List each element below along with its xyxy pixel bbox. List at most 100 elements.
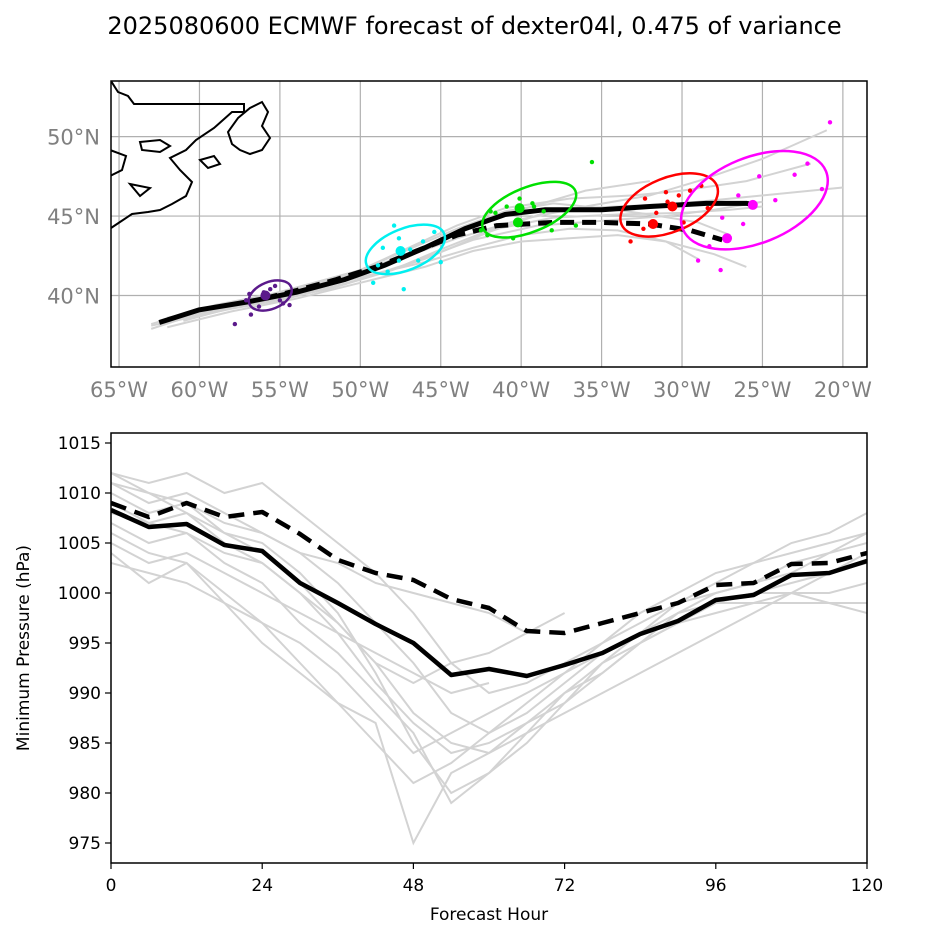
coastline-north-america	[111, 81, 245, 229]
member-position-dot	[549, 228, 554, 233]
member-position-dot	[401, 286, 406, 292]
member-position-dot	[663, 190, 669, 195]
y-tick-label: 1015	[58, 434, 101, 454]
member-position-dot	[517, 196, 522, 201]
ensemble-pressure-line	[111, 562, 867, 755]
member-position-dot	[375, 263, 381, 268]
member-position-dot	[773, 197, 778, 203]
map-x-tick-label: 35°W	[573, 378, 631, 402]
ensemble-pressure-line	[111, 542, 490, 695]
map-x-tick-label: 55°W	[251, 378, 309, 402]
member-position-dot	[256, 304, 262, 309]
member-position-dot	[407, 247, 413, 252]
uncertainty-ellipse	[619, 172, 720, 238]
member-position-dot	[531, 204, 537, 209]
member-position-dot	[681, 220, 686, 225]
x-axis-label: Forecast Hour	[430, 905, 548, 925]
member-position-dot	[792, 172, 797, 177]
figure-title: 2025080600 ECMWF forecast of dexter04l, …	[107, 12, 842, 40]
ensemble-pressure-line	[111, 502, 867, 755]
member-position-dot	[541, 209, 546, 214]
pressure-y-ticks: 975 980 985 990 995 1000 1005 1010 1015	[58, 434, 111, 854]
member-position-dot	[277, 298, 283, 303]
mean-position-marker	[667, 201, 678, 212]
member-position-dot	[827, 120, 833, 125]
mean-position-marker	[512, 217, 523, 228]
map-x-tick-label: 20°W	[814, 378, 872, 402]
x-tick-label: 48	[403, 876, 425, 896]
mean-position-marker	[722, 233, 733, 244]
member-position-dot	[248, 312, 254, 317]
y-tick-label: 990	[69, 684, 101, 704]
member-position-dot	[396, 236, 402, 241]
ensemble-pressure-line	[111, 482, 528, 634]
member-position-dot	[573, 223, 579, 228]
map-x-tick-label: 45°W	[412, 378, 470, 402]
mean-pressure-lines	[111, 500, 867, 679]
map-y-tick-label: 45°N	[47, 205, 100, 229]
x-tick-label: 24	[251, 876, 273, 896]
mean-position-marker	[648, 219, 659, 229]
member-position-dot	[504, 204, 509, 209]
map-x-tick-label: 25°W	[733, 378, 791, 402]
map-longitude-ticks: 65°W 60°W 55°W 50°W 45°W 40°W 35°W 30°W 25°W 20°W	[90, 378, 872, 402]
x-tick-label: 120	[851, 876, 883, 896]
map-gridlines	[111, 81, 867, 367]
ensemble-pressure-line	[111, 471, 867, 695]
ensemble-pressure-line	[111, 522, 867, 805]
mean-position-marker	[395, 246, 406, 257]
member-position-dot	[370, 280, 376, 285]
member-position-dot	[272, 283, 278, 289]
y-tick-label: 985	[69, 734, 101, 754]
member-position-dot	[493, 210, 498, 216]
coastline-gulf-islands	[111, 138, 222, 198]
map-frame	[110, 80, 868, 368]
member-position-dot	[380, 245, 386, 251]
uncertainty-ellipses	[247, 149, 830, 312]
x-tick-label: 96	[705, 876, 727, 896]
mean-position-marker	[260, 290, 271, 301]
member-position-dot	[438, 259, 443, 265]
mean-pressure-solid	[111, 507, 867, 679]
member-position-dot	[718, 267, 723, 273]
x-tick-label: 0	[106, 876, 117, 896]
member-position-dot	[819, 186, 825, 192]
map-y-tick-label: 50°N	[47, 126, 100, 150]
member-position-dot	[757, 174, 762, 179]
member-position-dot	[676, 193, 682, 198]
track-map-panel: 65°W 60°W 55°W 50°W 45°W 40°W 35°W 30°W 25°W 20°W…	[47, 80, 872, 402]
y-tick-label: 980	[69, 784, 101, 804]
member-position-dot	[420, 239, 426, 244]
member-position-dot	[391, 223, 397, 228]
map-x-tick-label: 40°W	[492, 378, 550, 402]
map-y-tick-label: 40°N	[47, 285, 100, 309]
mean-position-marker	[747, 199, 758, 210]
coastline	[111, 81, 272, 229]
y-tick-label: 1005	[58, 534, 101, 554]
y-tick-label: 1000	[58, 584, 101, 604]
uncertainty-ellipse	[364, 223, 447, 276]
member-position-dot	[628, 239, 633, 244]
ensemble-pressure-line	[111, 492, 867, 795]
coastline-newfoundland	[226, 100, 272, 156]
member-position-dot	[642, 196, 648, 201]
member-position-dot	[432, 229, 437, 235]
uncertainty-ellipse	[247, 279, 293, 312]
member-position-dot	[287, 302, 292, 308]
map-x-tick-label: 50°W	[331, 378, 389, 402]
member-position-dot	[720, 215, 725, 220]
map-x-tick-label: 65°W	[90, 378, 148, 402]
y-axis-label: Minimum Pressure (hPa)	[14, 545, 34, 751]
member-position-dot	[232, 321, 238, 327]
member-position-dot	[589, 159, 595, 165]
member-position-dot	[385, 269, 390, 274]
uncertainty-ellipse	[679, 149, 830, 251]
x-tick-label: 72	[554, 876, 576, 896]
ensemble-pressure-line	[111, 512, 566, 685]
member-position-dot	[243, 298, 249, 303]
map-x-tick-label: 60°W	[170, 378, 228, 402]
member-position-dot	[416, 258, 421, 263]
uncertainty-ellipse	[480, 180, 578, 239]
map-latitude-ticks: 40°N 45°N 50°N	[47, 126, 100, 309]
